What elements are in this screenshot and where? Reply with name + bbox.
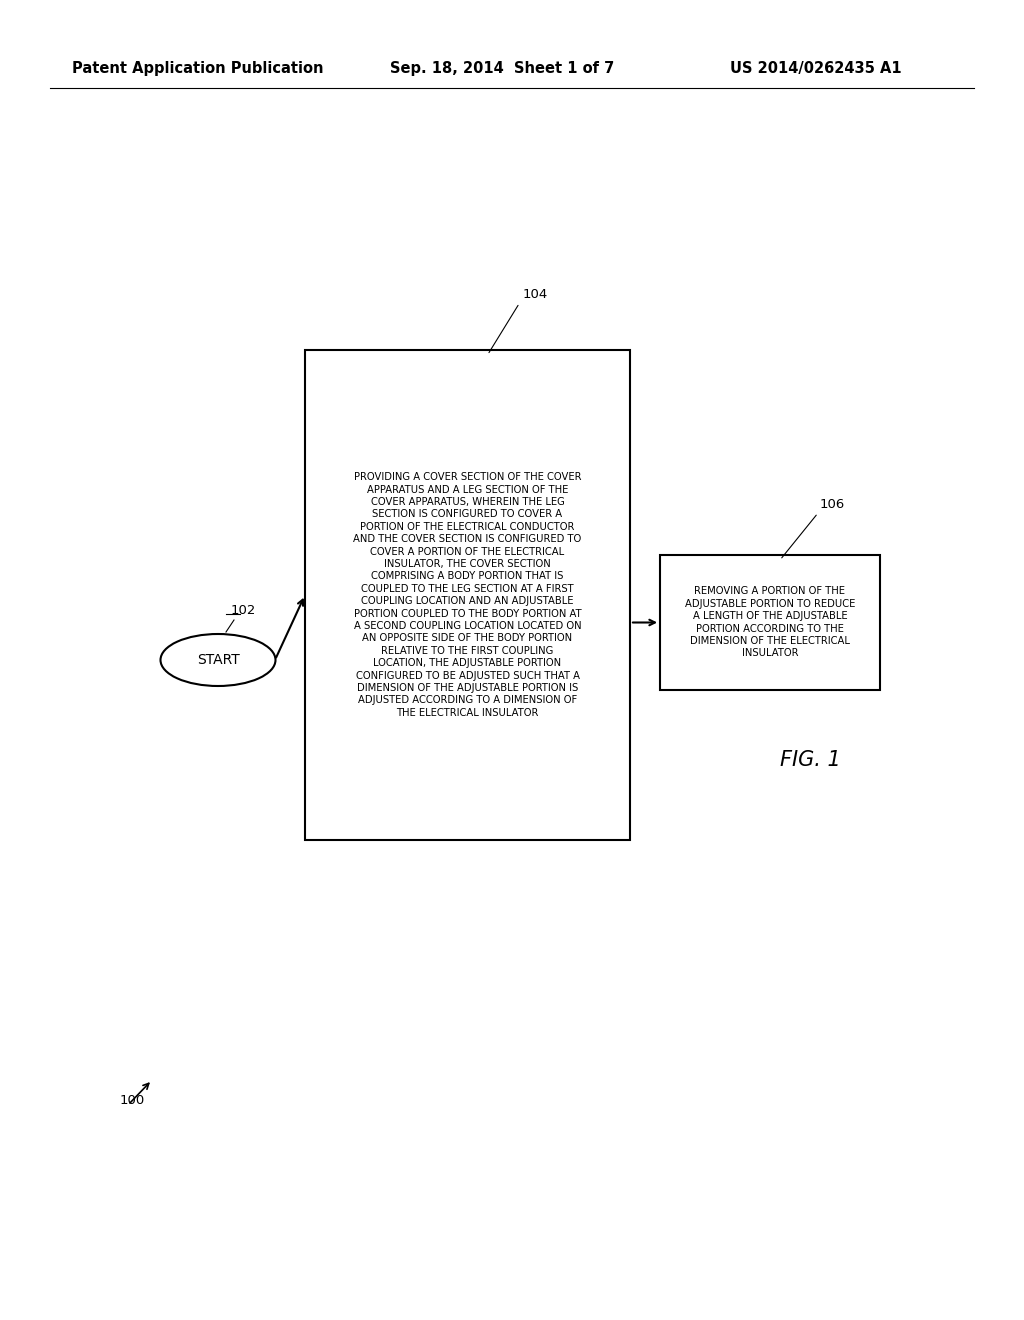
Text: 104: 104 bbox=[522, 289, 548, 301]
Text: PROVIDING A COVER SECTION OF THE COVER
APPARATUS AND A LEG SECTION OF THE
COVER : PROVIDING A COVER SECTION OF THE COVER A… bbox=[353, 473, 582, 718]
Bar bbox=[305, 350, 630, 840]
Text: FIG. 1: FIG. 1 bbox=[779, 750, 841, 770]
Ellipse shape bbox=[161, 634, 275, 686]
Text: 102: 102 bbox=[231, 603, 256, 616]
Text: Sep. 18, 2014  Sheet 1 of 7: Sep. 18, 2014 Sheet 1 of 7 bbox=[390, 61, 614, 75]
Text: 100: 100 bbox=[120, 1093, 145, 1106]
Text: 106: 106 bbox=[820, 499, 845, 511]
Bar bbox=[660, 554, 880, 690]
Text: US 2014/0262435 A1: US 2014/0262435 A1 bbox=[730, 61, 901, 75]
Text: Patent Application Publication: Patent Application Publication bbox=[72, 61, 324, 75]
Text: START: START bbox=[197, 653, 240, 667]
Text: REMOVING A PORTION OF THE
ADJUSTABLE PORTION TO REDUCE
A LENGTH OF THE ADJUSTABL: REMOVING A PORTION OF THE ADJUSTABLE POR… bbox=[685, 586, 855, 659]
